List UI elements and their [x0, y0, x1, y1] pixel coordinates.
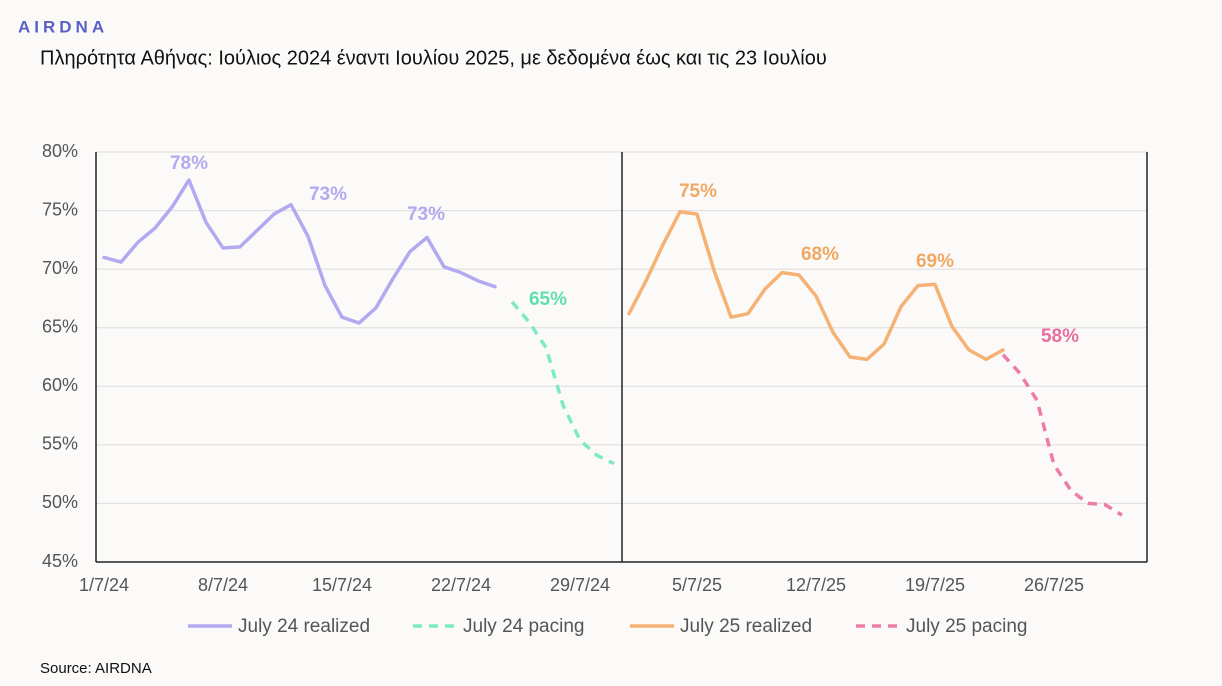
- annotation: 75%: [679, 181, 717, 202]
- x-tick-label: 19/7/25: [905, 575, 965, 595]
- series-line: [102, 178, 497, 325]
- y-tick-label: 80%: [42, 141, 78, 161]
- x-tick-label: 15/7/24: [312, 575, 372, 595]
- y-tick-label: 45%: [42, 551, 78, 571]
- legend-label: July 24 pacing: [463, 616, 584, 637]
- y-tick-label: 65%: [42, 316, 78, 336]
- annotation: 58%: [1041, 326, 1079, 347]
- y-tick-label: 75%: [42, 199, 78, 219]
- x-tick-label: 12/7/25: [786, 575, 846, 595]
- x-tick-label: 8/7/24: [198, 575, 248, 595]
- chart-title: Πληρότητα Αθήνας: Ιούλιος 2024 έναντι Ιο…: [40, 47, 827, 69]
- legend-label: July 25 pacing: [906, 616, 1027, 637]
- series-line: [510, 300, 615, 466]
- annotation: 73%: [309, 184, 347, 205]
- logo: AIRDNA: [18, 17, 108, 36]
- annotation: 73%: [407, 204, 445, 225]
- annotation: 78%: [170, 153, 208, 174]
- annotation: 68%: [801, 244, 839, 265]
- y-tick-label: 50%: [42, 492, 78, 512]
- annotation: 69%: [916, 251, 954, 272]
- series-line: [627, 209, 1005, 362]
- x-tick-label: 29/7/24: [550, 575, 610, 595]
- y-tick-label: 60%: [42, 375, 78, 395]
- x-tick-label: 22/7/24: [431, 575, 491, 595]
- x-tick-label: 1/7/24: [79, 575, 129, 595]
- y-tick-label: 70%: [42, 258, 78, 278]
- x-tick-label: 5/7/25: [672, 575, 722, 595]
- legend-label: July 24 realized: [238, 616, 370, 637]
- x-tick-label: 26/7/25: [1024, 575, 1084, 595]
- legend-label: July 25 realized: [680, 616, 812, 637]
- y-tick-label: 55%: [42, 434, 78, 454]
- plot: 45% 50% 55% 60% 65% 70% 75% 80% 1/7/24 8/7/24 15/7…: [42, 141, 1147, 637]
- annotation: 65%: [529, 289, 567, 310]
- source: Source: AIRDNA: [40, 660, 152, 677]
